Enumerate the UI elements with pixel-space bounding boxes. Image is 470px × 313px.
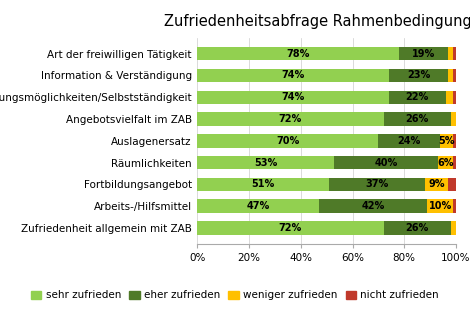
Text: 53%: 53% <box>254 158 277 168</box>
Bar <box>451 221 456 235</box>
Bar <box>329 178 425 191</box>
Bar <box>197 156 334 169</box>
Bar <box>440 134 453 148</box>
Text: 23%: 23% <box>407 70 430 80</box>
Text: 22%: 22% <box>406 92 429 102</box>
Bar <box>448 69 453 82</box>
Bar <box>197 47 399 60</box>
Text: 37%: 37% <box>366 179 389 189</box>
Text: 24%: 24% <box>398 136 421 146</box>
Text: 72%: 72% <box>279 114 302 124</box>
Bar <box>319 199 428 213</box>
Text: 19%: 19% <box>412 49 435 59</box>
Text: 70%: 70% <box>276 136 299 146</box>
Text: 51%: 51% <box>252 179 275 189</box>
Bar <box>438 156 453 169</box>
Text: 42%: 42% <box>361 201 385 211</box>
Text: 10%: 10% <box>429 201 452 211</box>
Text: 72%: 72% <box>279 223 302 233</box>
Bar <box>428 199 454 213</box>
Text: 74%: 74% <box>282 92 305 102</box>
Bar <box>453 199 456 213</box>
Bar <box>334 156 438 169</box>
Bar <box>197 221 384 235</box>
Bar <box>389 69 448 82</box>
Text: 6%: 6% <box>437 158 454 168</box>
Bar <box>197 178 329 191</box>
Bar <box>453 156 456 169</box>
Bar <box>399 47 448 60</box>
Bar <box>451 112 456 126</box>
Bar <box>446 90 453 104</box>
Text: 5%: 5% <box>439 136 455 146</box>
Bar <box>197 134 378 148</box>
Bar <box>453 69 456 82</box>
Bar <box>389 90 446 104</box>
Bar <box>384 112 451 126</box>
Text: 78%: 78% <box>287 49 310 59</box>
Bar <box>197 112 384 126</box>
Bar <box>453 134 456 148</box>
Bar <box>453 47 456 60</box>
Text: 47%: 47% <box>247 201 270 211</box>
Text: 74%: 74% <box>282 70 305 80</box>
Bar <box>453 90 456 104</box>
Bar <box>425 178 448 191</box>
Bar <box>197 90 389 104</box>
Text: 26%: 26% <box>406 223 429 233</box>
Legend: sehr zufrieden, eher zufrieden, weniger zufrieden, nicht zufrieden: sehr zufrieden, eher zufrieden, weniger … <box>27 286 443 305</box>
Title: Zufriedenheitsabfrage Rahmenbedingungen: Zufriedenheitsabfrage Rahmenbedingungen <box>164 14 470 29</box>
Bar <box>197 199 319 213</box>
Bar <box>384 221 451 235</box>
Text: 26%: 26% <box>406 114 429 124</box>
Text: 9%: 9% <box>428 179 445 189</box>
Bar <box>448 178 456 191</box>
Bar <box>448 47 453 60</box>
Text: 40%: 40% <box>375 158 398 168</box>
Bar <box>197 69 389 82</box>
Bar <box>378 134 440 148</box>
